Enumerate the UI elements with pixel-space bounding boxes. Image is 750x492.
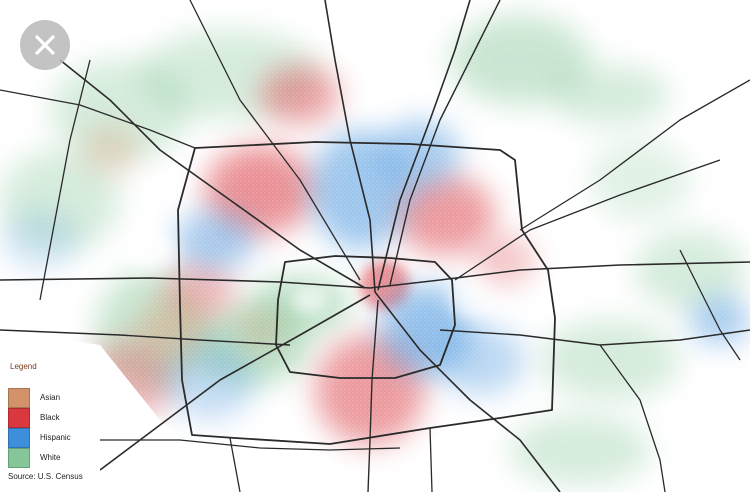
loop-610-road — [275, 255, 456, 379]
legend-label-black: Black — [40, 413, 60, 422]
legend-swatch-asian — [8, 388, 30, 408]
legend-item-asian: Asian — [8, 388, 100, 408]
legend-source: Source: U.S. Census — [8, 472, 83, 481]
legend-label-asian: Asian — [40, 393, 61, 402]
bottom-mid-road — [429, 427, 433, 492]
legend-title: Legend — [10, 362, 37, 371]
hwy-288 — [367, 299, 379, 492]
us-290 — [59, 59, 366, 289]
map-legend: Legend Asian Black Hispanic White Source… — [4, 360, 100, 486]
westpark-road — [0, 329, 291, 346]
close-x-icon — [35, 35, 55, 55]
southeast-road — [599, 344, 666, 492]
close-button[interactable] — [20, 20, 70, 70]
grand-parkway — [39, 59, 91, 301]
legend-swatch-white — [8, 448, 30, 468]
interstate-10 — [0, 261, 750, 289]
legend-item-white: White — [8, 448, 100, 468]
legend-item-hispanic: Hispanic — [8, 428, 100, 448]
legend-swatch-black — [8, 408, 30, 428]
bottom-left-road — [229, 437, 241, 492]
east-beltway-arc — [679, 249, 741, 361]
legend-item-black: Black — [8, 408, 100, 428]
empty-area-top — [560, 0, 750, 60]
interstate-45-south — [374, 291, 561, 492]
legend-label-hispanic: Hispanic — [40, 433, 71, 442]
beltway-road — [177, 141, 556, 445]
upper-left-road — [0, 89, 196, 149]
legend-swatch-hispanic — [8, 428, 30, 448]
hwy-90 — [454, 159, 721, 281]
interstate-45-north — [324, 0, 376, 293]
hardy-toll — [389, 0, 501, 286]
northeast-road — [519, 79, 750, 231]
lower-southwest — [100, 439, 401, 451]
us-59-north — [377, 0, 471, 291]
legend-label-white: White — [40, 453, 61, 462]
tomball-pkwy — [189, 0, 361, 281]
